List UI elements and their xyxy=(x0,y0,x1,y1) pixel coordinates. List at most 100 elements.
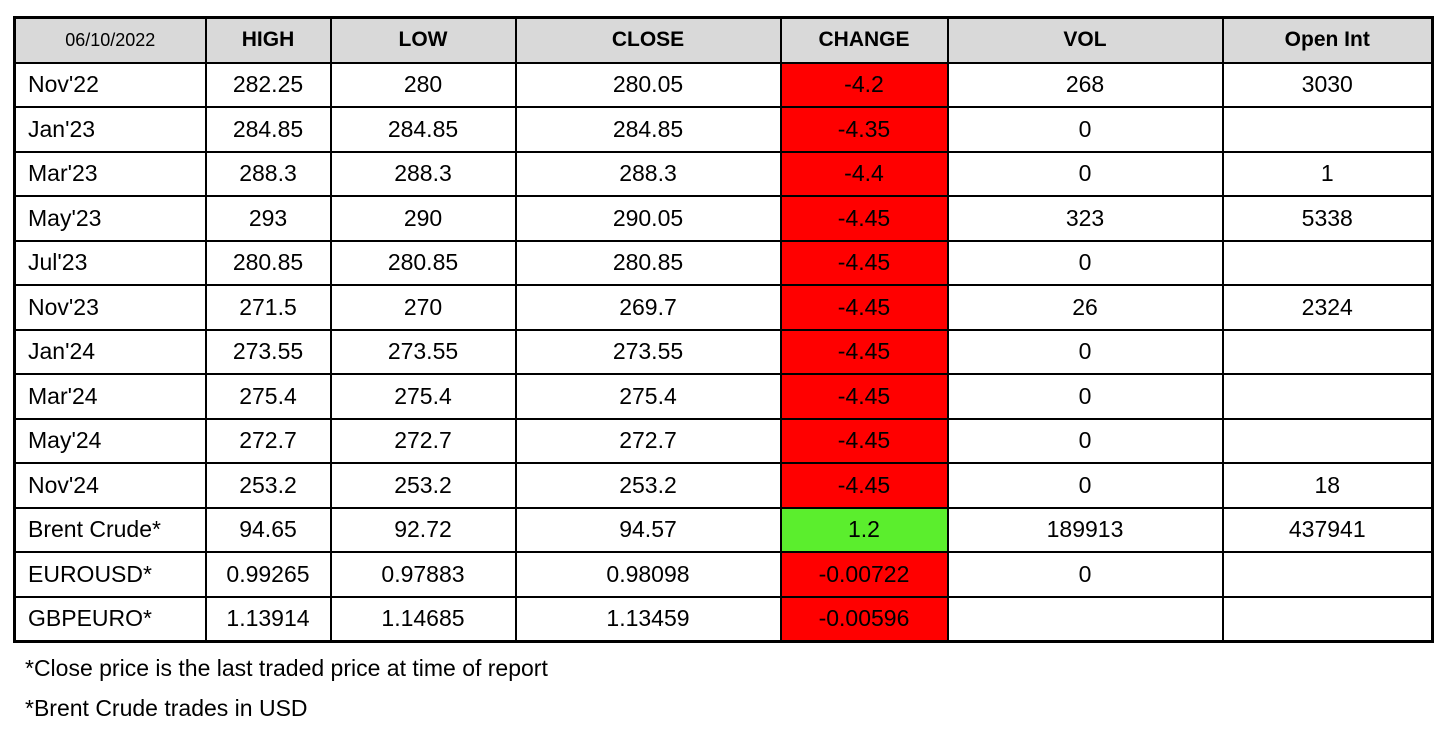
column-header-high: HIGH xyxy=(204,16,332,64)
low-cell: 284.85 xyxy=(329,106,517,153)
high-cell: 275.4 xyxy=(204,373,332,420)
vol-cell: 323 xyxy=(946,195,1224,242)
open-int-cell: 2324 xyxy=(1221,284,1434,331)
footnote-brent-crude: *Brent Crude trades in USD xyxy=(25,695,308,721)
change-cell: -4.45 xyxy=(779,417,949,464)
contract-label-cell: Jul'23 xyxy=(13,239,207,286)
vol-cell: 0 xyxy=(946,462,1224,509)
change-cell: -4.2 xyxy=(779,61,949,108)
open-int-cell: 1 xyxy=(1221,150,1434,197)
table-row: Nov'22 282.25 280 280.05 -4.2 268 3030 xyxy=(13,61,1434,108)
high-cell: 280.85 xyxy=(204,239,332,286)
open-int-cell: 18 xyxy=(1221,462,1434,509)
low-cell: 253.2 xyxy=(329,462,517,509)
vol-cell: 26 xyxy=(946,284,1224,331)
header-row: 06/10/2022 HIGH LOW CLOSE CHANGE VOL Ope… xyxy=(13,16,1434,64)
change-cell: -4.45 xyxy=(779,195,949,242)
contract-label-cell: Jan'24 xyxy=(13,328,207,375)
column-header-open-int: Open Int xyxy=(1221,16,1434,64)
change-cell: 1.2 xyxy=(779,506,949,553)
contract-label-cell: Nov'22 xyxy=(13,61,207,108)
column-header-close: CLOSE xyxy=(514,16,782,64)
column-header-change: CHANGE xyxy=(779,16,949,64)
open-int-cell xyxy=(1221,373,1434,420)
high-cell: 288.3 xyxy=(204,150,332,197)
futures-price-report: 06/10/2022 HIGH LOW CLOSE CHANGE VOL Ope… xyxy=(13,16,1434,643)
high-cell: 1.13914 xyxy=(204,595,332,642)
low-cell: 280 xyxy=(329,61,517,108)
table-row: Mar'24 275.4 275.4 275.4 -4.45 0 xyxy=(13,373,1434,420)
high-cell: 94.65 xyxy=(204,506,332,553)
vol-cell: 0 xyxy=(946,551,1224,598)
change-cell: -4.35 xyxy=(779,106,949,153)
table-row: Mar'23 288.3 288.3 288.3 -4.4 0 1 xyxy=(13,150,1434,197)
close-cell: 269.7 xyxy=(514,284,782,331)
table-row: May'23 293 290 290.05 -4.45 323 5338 xyxy=(13,195,1434,242)
change-cell: -4.45 xyxy=(779,373,949,420)
close-cell: 272.7 xyxy=(514,417,782,464)
high-cell: 253.2 xyxy=(204,462,332,509)
low-cell: 275.4 xyxy=(329,373,517,420)
contract-label-cell: Nov'24 xyxy=(13,462,207,509)
low-cell: 288.3 xyxy=(329,150,517,197)
change-cell: -4.45 xyxy=(779,328,949,375)
change-cell: -4.45 xyxy=(779,239,949,286)
low-cell: 1.14685 xyxy=(329,595,517,642)
footnote-close-price: *Close price is the last traded price at… xyxy=(25,655,548,681)
contract-label-cell: EUROUSD* xyxy=(13,551,207,598)
table-row: EUROUSD* 0.99265 0.97883 0.98098 -0.0072… xyxy=(13,551,1434,598)
open-int-cell xyxy=(1221,551,1434,598)
open-int-cell xyxy=(1221,106,1434,153)
table-row: Jan'24 273.55 273.55 273.55 -4.45 0 xyxy=(13,328,1434,375)
close-cell: 273.55 xyxy=(514,328,782,375)
low-cell: 272.7 xyxy=(329,417,517,464)
table-row: Brent Crude* 94.65 92.72 94.57 1.2 18991… xyxy=(13,506,1434,553)
open-int-cell xyxy=(1221,239,1434,286)
open-int-cell: 3030 xyxy=(1221,61,1434,108)
vol-cell: 268 xyxy=(946,61,1224,108)
contract-label-cell: May'23 xyxy=(13,195,207,242)
contract-label-cell: Nov'23 xyxy=(13,284,207,331)
change-cell: -4.45 xyxy=(779,462,949,509)
low-cell: 273.55 xyxy=(329,328,517,375)
report-date-header: 06/10/2022 xyxy=(13,16,207,64)
close-cell: 290.05 xyxy=(514,195,782,242)
vol-cell: 0 xyxy=(946,150,1224,197)
close-cell: 280.05 xyxy=(514,61,782,108)
high-cell: 282.25 xyxy=(204,61,332,108)
high-cell: 271.5 xyxy=(204,284,332,331)
change-cell: -0.00722 xyxy=(779,551,949,598)
low-cell: 290 xyxy=(329,195,517,242)
vol-cell: 0 xyxy=(946,239,1224,286)
high-cell: 272.7 xyxy=(204,417,332,464)
futures-price-table: 06/10/2022 HIGH LOW CLOSE CHANGE VOL Ope… xyxy=(13,16,1434,643)
column-header-low: LOW xyxy=(329,16,517,64)
table-row: May'24 272.7 272.7 272.7 -4.45 0 xyxy=(13,417,1434,464)
change-cell: -4.4 xyxy=(779,150,949,197)
change-cell: -4.45 xyxy=(779,284,949,331)
column-header-vol: VOL xyxy=(946,16,1224,64)
high-cell: 0.99265 xyxy=(204,551,332,598)
close-cell: 1.13459 xyxy=(514,595,782,642)
contract-label-cell: GBPEURO* xyxy=(13,595,207,642)
table-row: Nov'23 271.5 270 269.7 -4.45 26 2324 xyxy=(13,284,1434,331)
vol-cell: 0 xyxy=(946,373,1224,420)
table-row: GBPEURO* 1.13914 1.14685 1.13459 -0.0059… xyxy=(13,595,1434,642)
table-row: Jul'23 280.85 280.85 280.85 -4.45 0 xyxy=(13,239,1434,286)
contract-label-cell: Brent Crude* xyxy=(13,506,207,553)
close-cell: 284.85 xyxy=(514,106,782,153)
open-int-cell xyxy=(1221,417,1434,464)
vol-cell: 0 xyxy=(946,328,1224,375)
contract-label-cell: Mar'24 xyxy=(13,373,207,420)
change-cell: -0.00596 xyxy=(779,595,949,642)
open-int-cell: 437941 xyxy=(1221,506,1434,553)
contract-label-cell: Mar'23 xyxy=(13,150,207,197)
contract-label-cell: May'24 xyxy=(13,417,207,464)
low-cell: 92.72 xyxy=(329,506,517,553)
high-cell: 293 xyxy=(204,195,332,242)
high-cell: 273.55 xyxy=(204,328,332,375)
close-cell: 253.2 xyxy=(514,462,782,509)
low-cell: 280.85 xyxy=(329,239,517,286)
close-cell: 0.98098 xyxy=(514,551,782,598)
vol-cell: 0 xyxy=(946,106,1224,153)
